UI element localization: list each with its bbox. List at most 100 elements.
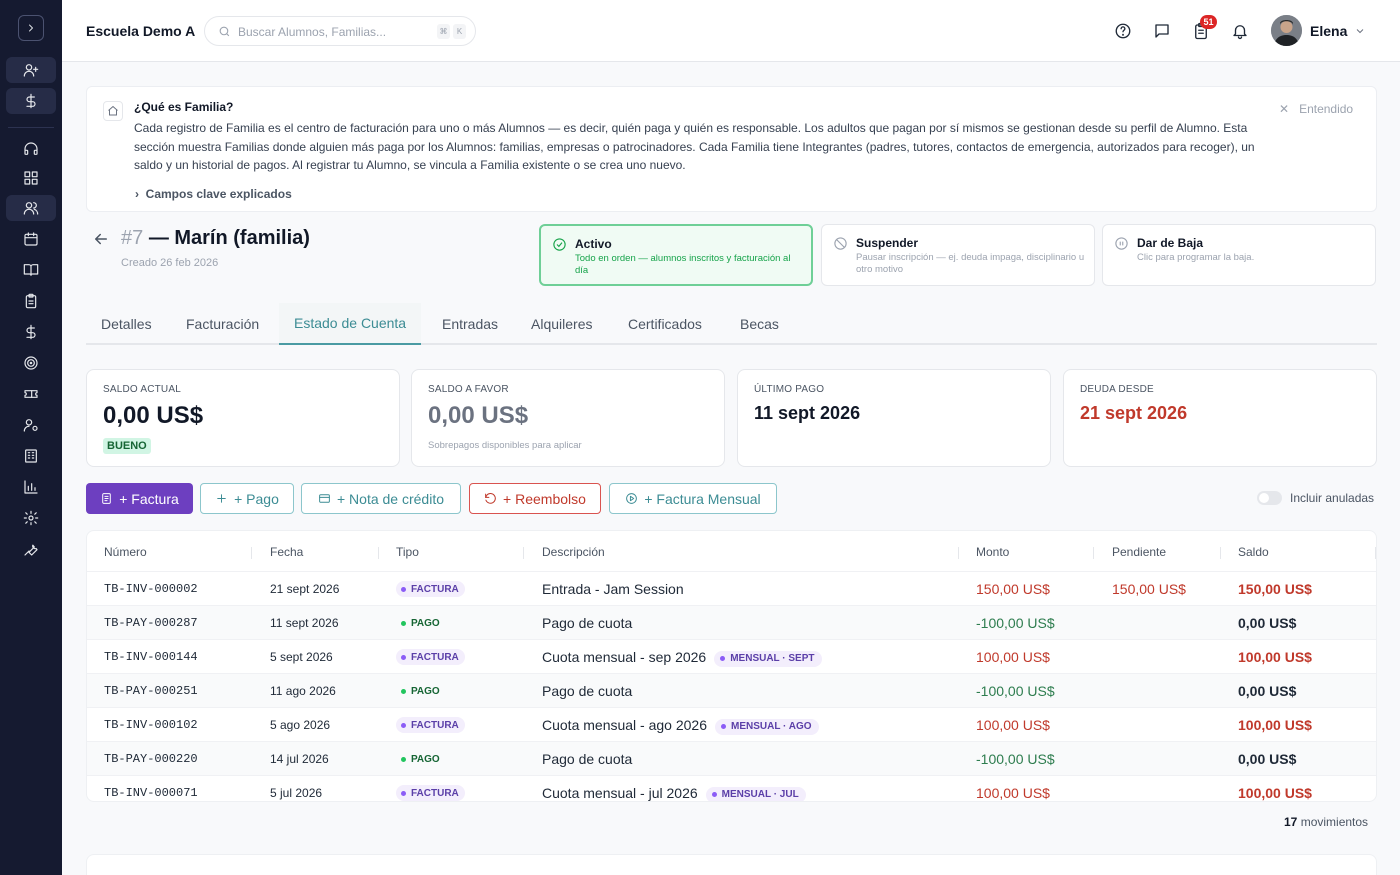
sidebar-item-goals[interactable] xyxy=(6,350,56,376)
tab-estado-de-cuenta[interactable]: Estado de Cuenta xyxy=(279,303,422,345)
sidebar-item-reports[interactable] xyxy=(6,474,56,500)
add-refund-button[interactable]: + Reembolso xyxy=(469,483,601,514)
family-name: — Marín (familia) xyxy=(148,227,310,249)
status-active-card[interactable]: Activo Todo en orden — alumnos inscritos… xyxy=(539,224,813,286)
cell-numero: TB-INV-000102 xyxy=(104,718,198,732)
type-label: PAGO xyxy=(411,753,440,765)
col-header-monto[interactable]: Monto xyxy=(976,545,1010,559)
sidebar-item-calendar[interactable] xyxy=(6,226,56,252)
type-badge: FACTURA xyxy=(396,649,465,665)
clipboard-icon xyxy=(25,293,37,309)
sidebar-item-tools[interactable] xyxy=(6,536,56,562)
sidebar-item-payments[interactable] xyxy=(6,88,56,114)
tab-entradas[interactable]: Entradas xyxy=(442,316,499,332)
ultimo-pago-card: Último pago 11 sept 2026 xyxy=(737,369,1051,467)
status-unenroll-card[interactable]: Dar de Baja Clic para programar la baja. xyxy=(1102,224,1376,286)
movements-count: 17 movimientos xyxy=(1284,815,1368,829)
sidebar-item-dashboard[interactable] xyxy=(6,165,56,191)
cell-numero: TB-INV-000071 xyxy=(104,786,198,800)
col-divider xyxy=(251,547,252,559)
close-icon: ✕ xyxy=(1279,102,1300,116)
card-subtext: Sobrepagos disponibles para aplicar xyxy=(428,440,582,451)
sidebar-item-add-student[interactable] xyxy=(6,57,56,83)
sidebar-item-settings[interactable] xyxy=(6,505,56,531)
table-row[interactable]: TB-PAY-000287 11 sept 2026 PAGO Pago de … xyxy=(87,605,1376,639)
add-monthly-invoice-button[interactable]: + Factura Mensual xyxy=(609,483,777,514)
add-invoice-button[interactable]: + Factura xyxy=(86,483,193,514)
status-suspend-card[interactable]: Suspender Pausar inscripción — ej. deuda… xyxy=(821,224,1095,286)
created-date: Creado 26 feb 2026 xyxy=(121,257,219,269)
book-icon xyxy=(23,264,39,276)
sidebar-item-attendance[interactable] xyxy=(6,288,56,314)
cell-monto: -100,00 US$ xyxy=(976,615,1055,631)
sidebar-item-courses[interactable] xyxy=(6,257,56,283)
table-row[interactable]: TB-INV-000071 5 jul 2026 FACTURA Cuota m… xyxy=(87,775,1376,801)
help-circle-icon xyxy=(1115,23,1131,39)
table-row[interactable]: TB-PAY-000251 11 ago 2026 PAGO Pago de c… xyxy=(87,673,1376,707)
type-label: PAGO xyxy=(411,685,440,697)
back-arrow-icon[interactable] xyxy=(92,230,110,248)
col-divider xyxy=(1375,547,1376,559)
tab-facturacion[interactable]: Facturación xyxy=(186,316,260,332)
dot-icon xyxy=(401,722,406,728)
chevron-right-icon: › xyxy=(135,187,146,201)
sidebar-item-support[interactable] xyxy=(6,136,56,162)
cell-monto: -100,00 US$ xyxy=(976,683,1055,699)
cell-pendiente: 150,00 US$ xyxy=(1112,581,1186,597)
monthly-badge: MENSUAL · SEPT xyxy=(714,650,822,667)
sidebar-item-rooms[interactable] xyxy=(6,443,56,469)
help-button[interactable] xyxy=(1113,21,1133,41)
col-header-fecha[interactable]: Fecha xyxy=(270,545,304,559)
tab-detalles[interactable]: Detalles xyxy=(101,316,152,332)
type-label: FACTURA xyxy=(411,787,459,799)
messages-button[interactable] xyxy=(1152,21,1172,41)
cell-descripcion: Cuota mensual - jul 2026 MENSUAL · JUL xyxy=(542,785,806,801)
banner-title: ¿Qué es Familia? xyxy=(134,100,234,114)
cell-monto: -100,00 US$ xyxy=(976,751,1055,767)
cell-descripcion: Entrada - Jam Session xyxy=(542,581,684,597)
tab-alquileres[interactable]: Alquileres xyxy=(531,316,593,332)
table-row[interactable]: TB-INV-000102 5 ago 2026 FACTURA Cuota m… xyxy=(87,707,1376,741)
avatar[interactable] xyxy=(1271,15,1302,46)
cell-numero: TB-PAY-000220 xyxy=(104,752,198,766)
home-icon xyxy=(103,101,123,121)
movements-number: 17 xyxy=(1284,815,1298,829)
user-name[interactable]: Elena xyxy=(1310,23,1348,39)
tab-certificados[interactable]: Certificados xyxy=(628,316,702,332)
add-payment-button[interactable]: + Pago xyxy=(200,483,294,514)
plus-icon xyxy=(217,494,226,503)
table-row[interactable]: TB-PAY-000220 14 jul 2026 PAGO Pago de c… xyxy=(87,741,1376,775)
table-row[interactable]: TB-INV-000144 5 sept 2026 FACTURA Cuota … xyxy=(87,639,1376,673)
cell-saldo: 0,00 US$ xyxy=(1238,683,1297,699)
shortcut-key-k: K xyxy=(453,24,466,39)
cell-numero: TB-INV-000002 xyxy=(104,582,198,596)
school-name: Escuela Demo A xyxy=(86,23,196,39)
sidebar-toggle-button[interactable] xyxy=(18,15,44,41)
dismiss-banner-button[interactable]: ✕ Entendido xyxy=(1279,102,1353,116)
dot-icon xyxy=(401,620,406,626)
include-voided-toggle[interactable] xyxy=(1257,491,1282,505)
col-header-descripcion[interactable]: Descripción xyxy=(542,545,605,559)
sidebar-item-billing[interactable] xyxy=(6,319,56,345)
col-divider xyxy=(523,547,524,559)
col-header-pendiente[interactable]: Pendiente xyxy=(1112,545,1167,559)
search-box[interactable]: ⌘ K xyxy=(204,16,476,46)
dismiss-label: Entendido xyxy=(1299,102,1354,116)
cell-monto: 150,00 US$ xyxy=(976,581,1050,597)
notifications-button[interactable] xyxy=(1230,21,1250,41)
col-header-tipo[interactable]: Tipo xyxy=(396,545,419,559)
sidebar-item-tickets[interactable] xyxy=(6,381,56,407)
search-input[interactable] xyxy=(238,23,428,41)
col-header-numero[interactable]: Número xyxy=(104,545,147,559)
dollar-icon xyxy=(26,324,36,340)
add-credit-note-button[interactable]: + Nota de crédito xyxy=(301,483,461,514)
sidebar-item-families[interactable] xyxy=(6,195,56,221)
chevron-down-icon[interactable] xyxy=(1354,25,1366,37)
cell-descripcion: Cuota mensual - ago 2026 MENSUAL · AGO xyxy=(542,717,819,735)
sidebar-item-staff[interactable] xyxy=(6,412,56,438)
tab-becas[interactable]: Becas xyxy=(740,316,779,332)
col-header-saldo[interactable]: Saldo xyxy=(1238,545,1269,559)
movements-label: movimientos xyxy=(1300,815,1369,829)
key-fields-toggle[interactable]: › Campos clave explicados xyxy=(135,187,292,201)
table-row[interactable]: TB-INV-000002 21 sept 2026 FACTURA Entra… xyxy=(87,571,1376,605)
